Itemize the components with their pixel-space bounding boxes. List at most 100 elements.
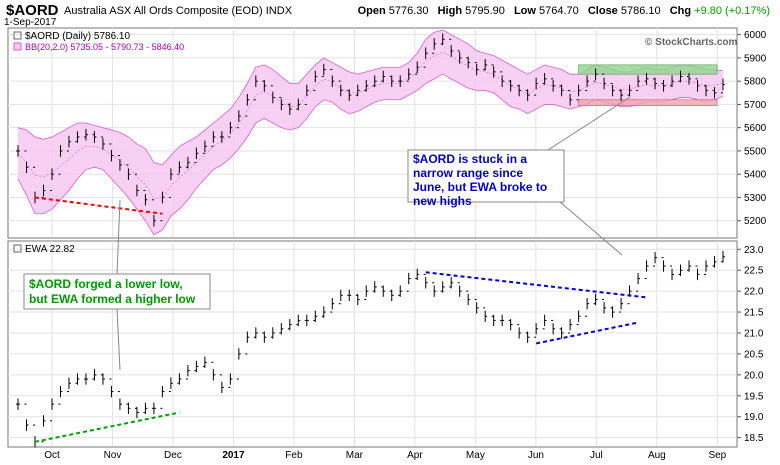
price-bar bbox=[500, 71, 505, 87]
price-bar bbox=[134, 406, 139, 419]
price-bar bbox=[66, 377, 71, 393]
price-bar bbox=[508, 80, 513, 92]
price-bar bbox=[457, 50, 462, 64]
blue-trendline-upper bbox=[425, 271, 647, 299]
price-bar bbox=[449, 277, 454, 289]
price-bar bbox=[568, 318, 573, 334]
price-bar bbox=[66, 135, 71, 152]
price-bar bbox=[525, 89, 530, 101]
price-bar bbox=[372, 75, 377, 87]
price-bar bbox=[534, 77, 539, 96]
price-bar bbox=[160, 191, 165, 222]
price-bar bbox=[542, 73, 547, 85]
price-bar bbox=[347, 289, 352, 302]
red-trendline bbox=[34, 196, 163, 215]
price-bar bbox=[304, 314, 309, 327]
price-bar bbox=[551, 319, 556, 335]
price-bar bbox=[440, 281, 445, 293]
price-bar bbox=[704, 84, 709, 97]
price-bar bbox=[160, 385, 165, 409]
price-bar bbox=[602, 299, 607, 314]
price-bar bbox=[406, 272, 411, 292]
price-bar bbox=[16, 145, 20, 157]
price-bar bbox=[100, 373, 105, 385]
price-bar bbox=[644, 73, 649, 85]
price-bar bbox=[423, 273, 428, 289]
y-tick-label: 6000 bbox=[744, 30, 767, 41]
price-bar bbox=[432, 282, 437, 297]
y-tick-label: 22.0 bbox=[744, 287, 764, 298]
price-bar bbox=[253, 327, 258, 339]
x-tick-label: Aug bbox=[648, 450, 666, 461]
price-bar bbox=[670, 265, 675, 281]
price-bar bbox=[500, 314, 505, 327]
price-bar bbox=[619, 89, 624, 101]
price-bar bbox=[415, 268, 420, 281]
price-bar bbox=[219, 374, 224, 394]
price-bar bbox=[474, 62, 479, 76]
y-tick-label: 5700 bbox=[744, 100, 767, 111]
price-bar bbox=[109, 143, 114, 162]
x-tick-label: Apr bbox=[407, 450, 423, 461]
price-bar bbox=[415, 61, 420, 75]
price-bar bbox=[296, 98, 301, 111]
x-tick-label: Dec bbox=[164, 450, 182, 461]
x-tick-label: Nov bbox=[104, 450, 122, 461]
annotation-aord-line: narrow range since bbox=[413, 166, 523, 180]
price-bar bbox=[330, 298, 335, 313]
price-bar bbox=[143, 189, 148, 206]
price-bar bbox=[670, 75, 675, 87]
bollinger-band bbox=[18, 30, 723, 235]
price-bar bbox=[355, 84, 360, 97]
price-bar bbox=[24, 150, 29, 174]
price-bar bbox=[712, 87, 717, 99]
price-bar bbox=[168, 377, 173, 393]
quote-summary: Open 5776.30 High 5795.90 Low 5764.70 Cl… bbox=[357, 5, 770, 17]
price-bar bbox=[661, 80, 666, 92]
price-bar bbox=[542, 314, 547, 330]
support-zone bbox=[578, 99, 718, 106]
chart-date: 1-Sep-2017 bbox=[4, 17, 57, 28]
price-bar bbox=[262, 80, 267, 92]
price-bar bbox=[661, 257, 666, 272]
price-bar bbox=[636, 272, 641, 292]
price-bar bbox=[687, 260, 692, 272]
annotation-box-aord bbox=[407, 149, 565, 203]
price-bar bbox=[211, 361, 216, 381]
price-bar bbox=[126, 402, 131, 415]
price-bar bbox=[483, 307, 488, 322]
price-bar bbox=[432, 38, 437, 54]
price-bar bbox=[185, 156, 190, 169]
legend-label: EWA 22.82 bbox=[25, 244, 75, 255]
legend-swatch bbox=[13, 31, 22, 40]
y-tick-label: 5800 bbox=[744, 77, 767, 88]
price-bar bbox=[287, 318, 292, 331]
y-tick-label: 21.5 bbox=[744, 308, 764, 319]
x-tick-label: 2017 bbox=[222, 450, 245, 461]
price-bar bbox=[355, 293, 360, 306]
price-bar bbox=[593, 68, 598, 82]
price-bar bbox=[219, 131, 224, 143]
price-bar bbox=[134, 173, 139, 197]
price-bar bbox=[296, 314, 301, 327]
annotation-box-ewa bbox=[23, 273, 211, 310]
annotation-aord-line: June, but EWA broke to bbox=[413, 180, 547, 194]
panel-frame bbox=[7, 27, 738, 239]
price-bar bbox=[262, 331, 267, 343]
price-bar bbox=[177, 373, 182, 385]
price-bar bbox=[338, 289, 343, 305]
resistance-zone bbox=[578, 64, 718, 75]
x-tick-label: Feb bbox=[285, 450, 303, 461]
price-bar bbox=[687, 73, 692, 85]
price-bar bbox=[109, 378, 114, 398]
price-bar bbox=[440, 33, 445, 46]
price-bar bbox=[253, 75, 258, 101]
price-bar bbox=[389, 75, 394, 87]
price-bar bbox=[398, 285, 403, 297]
annotation-aord-line: $AORD is stuck in a bbox=[413, 152, 527, 166]
price-bar bbox=[279, 96, 284, 111]
price-bar bbox=[143, 402, 148, 415]
callout-line bbox=[116, 308, 121, 371]
price-bar bbox=[381, 70, 386, 83]
